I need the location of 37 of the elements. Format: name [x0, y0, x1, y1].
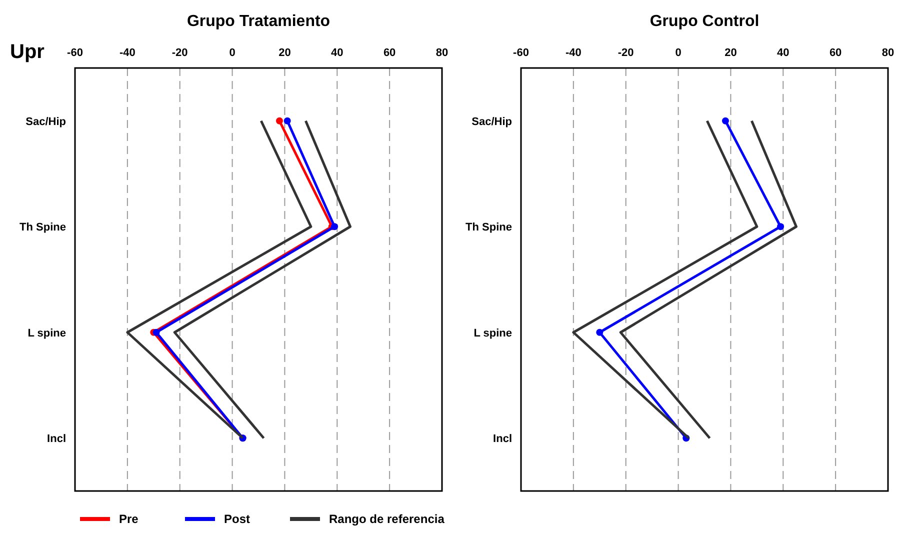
x-tick-label: -60 [513, 47, 529, 59]
legend-label: Rango de referencia [329, 512, 445, 526]
x-tick-label: 20 [724, 47, 737, 59]
chart-title: Grupo Tratamiento [186, 13, 330, 30]
x-tick-label: 80 [882, 47, 894, 59]
point [331, 223, 338, 230]
point [284, 117, 291, 124]
x-tick-label: 0 [675, 47, 682, 59]
x-tick-label: 20 [278, 47, 291, 59]
y-tick-label: Incl [493, 433, 512, 446]
x-tick-label: -20 [618, 47, 634, 59]
x-tick-label: -40 [565, 47, 582, 59]
x-tick-label: 80 [436, 47, 448, 59]
y-tick-label: Sac/Hip [26, 116, 66, 128]
y-tick-label: Th Spine [466, 222, 512, 234]
point [596, 328, 604, 336]
chart-title: Grupo Control [650, 13, 760, 30]
point [152, 328, 160, 336]
y-tick-label: L spine [474, 327, 512, 340]
x-tick-label: 40 [777, 47, 790, 59]
y-tick-label: Sac/Hip [472, 116, 512, 128]
x-tick-label: -20 [172, 47, 188, 59]
legend-label: Pre [119, 512, 139, 526]
point [777, 223, 784, 230]
y-tick-label: Th Spine [20, 222, 66, 234]
point [276, 117, 283, 124]
legend-label: Post [224, 512, 250, 526]
x-tick-label: 60 [829, 47, 842, 59]
x-tick-label: 60 [383, 47, 396, 59]
x-tick-label: -40 [119, 47, 136, 59]
x-tick-label: 0 [229, 47, 236, 59]
x-tick-label: -60 [67, 47, 83, 59]
y-axis-title: Upr [10, 41, 45, 63]
y-tick-label: Incl [47, 433, 66, 446]
x-tick-label: 40 [331, 47, 344, 59]
point [722, 117, 729, 124]
y-tick-label: L spine [28, 327, 66, 340]
